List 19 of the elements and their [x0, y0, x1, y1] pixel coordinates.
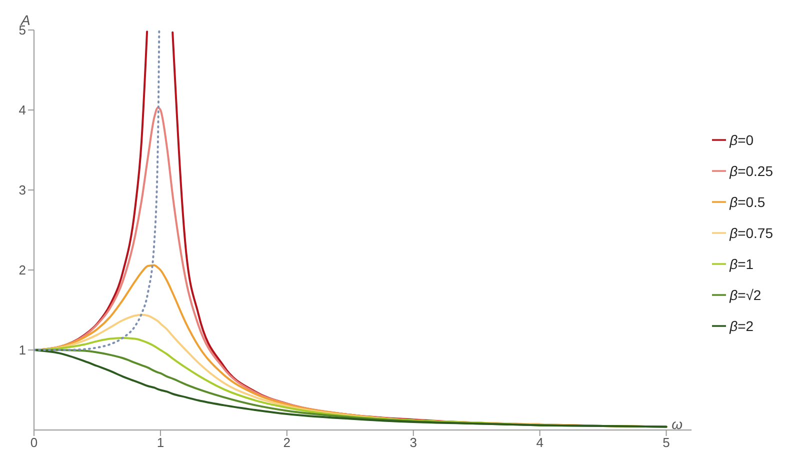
x-tick-label: 0: [30, 435, 38, 450]
y-tick-label: 4: [18, 102, 26, 118]
x-tick-label: 5: [662, 435, 670, 450]
y-tick-label: 3: [18, 182, 26, 198]
legend-label: β=√2: [730, 286, 762, 302]
legend-label: β=0.5: [730, 194, 766, 210]
x-tick-label: 2: [283, 435, 291, 450]
line-series: [34, 30, 160, 351]
y-tick-label: 1: [18, 342, 26, 358]
legend-label: β=1: [730, 256, 754, 272]
x-axis-title: ω: [672, 416, 683, 432]
y-tick-label: 2: [18, 262, 26, 278]
legend-label: β=0.25: [730, 162, 773, 178]
x-tick-label: 4: [536, 435, 544, 450]
legend-label: β=0: [730, 132, 754, 148]
x-tick-label: 1: [156, 435, 164, 450]
legend-label: β=0.75: [730, 224, 773, 240]
legend-label: β=2: [730, 318, 754, 334]
x-tick-label: 3: [410, 435, 417, 450]
